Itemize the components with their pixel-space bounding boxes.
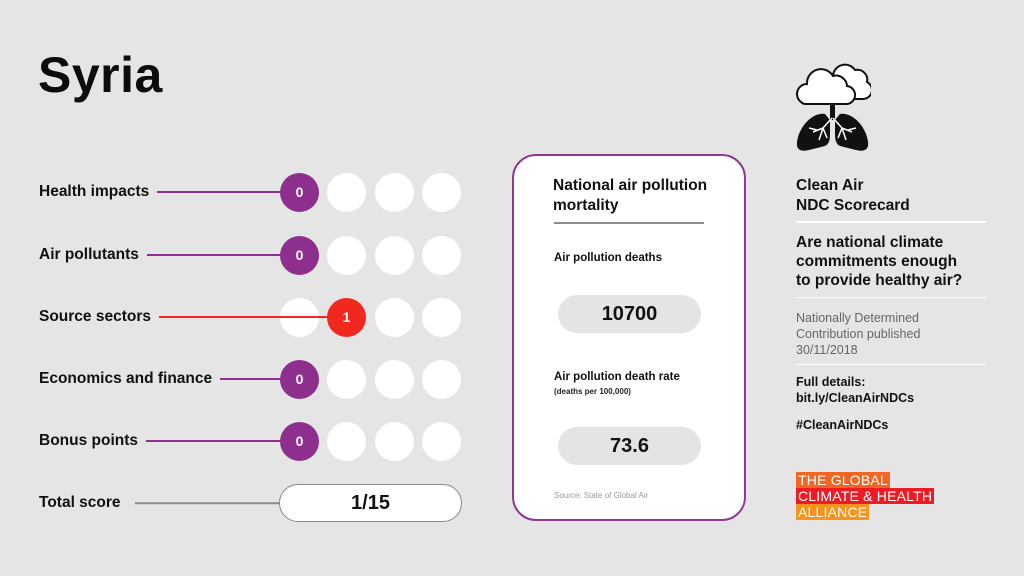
score-dot-active: 0	[280, 172, 319, 212]
death-rate-sublabel: (deaths per 100,000)	[554, 387, 631, 396]
details-label: Full details:	[796, 375, 866, 389]
death-rate-value: 73.6	[558, 427, 701, 465]
row-label: Bonus points	[39, 432, 139, 449]
row-label: Air pollutants	[39, 246, 139, 263]
score-dot-empty	[422, 297, 461, 337]
logo-line-3: ALLIANCE	[796, 504, 870, 520]
connector-line	[146, 440, 284, 442]
scorecard-title: Clean Air NDC Scorecard	[796, 176, 986, 216]
score-dot-empty	[375, 359, 414, 399]
title-line: NDC Scorecard	[796, 197, 910, 214]
deaths-label: Air pollution deaths	[554, 252, 662, 264]
score-dot-empty	[375, 172, 414, 212]
card-title: National air pollution mortality	[553, 177, 708, 214]
score-dot-empty	[327, 359, 366, 399]
score-row: Bonus points 0	[0, 421, 480, 461]
score-dot-active: 0	[280, 421, 319, 461]
details-link[interactable]: bit.ly/CleanAirNDCs	[796, 391, 915, 405]
deaths-value: 10700	[558, 295, 701, 333]
ndc-line: Contribution published	[796, 327, 921, 341]
score-row: Health impacts 0	[0, 172, 480, 212]
question-line: to provide healthy air?	[796, 272, 963, 289]
ndc-publication-info: Nationally Determined Contribution publi…	[796, 310, 986, 358]
score-dot-empty	[422, 235, 461, 275]
total-score-value: 1/15	[279, 484, 462, 522]
score-dot-empty	[375, 297, 414, 337]
headline-question: Are national climate commitments enough …	[796, 233, 986, 290]
connector-line	[146, 254, 284, 256]
score-dot-empty	[422, 359, 461, 399]
question-line: commitments enough	[796, 253, 958, 270]
score-dot-active: 0	[280, 235, 319, 275]
total-score-row: Total score 1/15	[0, 483, 480, 523]
score-dot-empty	[375, 421, 414, 461]
row-label: Economics and finance	[39, 370, 213, 387]
score-row: Economics and finance 0	[0, 359, 480, 399]
score-dot-empty	[327, 172, 366, 212]
score-dot-empty	[422, 172, 461, 212]
mortality-card: National air pollution mortality Air pol…	[512, 154, 746, 521]
country-title: Syria	[38, 47, 163, 103]
connector-line	[159, 316, 331, 318]
ndc-date: 30/11/2018	[796, 343, 858, 357]
row-label: Health impacts	[39, 183, 150, 200]
death-rate-label: Air pollution death rate	[554, 371, 680, 383]
score-dot-empty	[375, 235, 414, 275]
logo-line-2: CLIMATE & HEALTH	[796, 488, 935, 504]
full-details: Full details: bit.ly/CleanAirNDCs	[796, 374, 986, 406]
source-note: Source: State of Global Air	[554, 491, 649, 500]
total-score-label: Total score	[39, 494, 121, 511]
score-dot-empty	[327, 421, 366, 461]
score-row: Air pollutants 0	[0, 235, 480, 275]
connector-line	[135, 502, 280, 504]
connector-line	[157, 191, 284, 193]
divider	[796, 364, 986, 365]
lungs-cloud-icon	[795, 46, 873, 154]
row-label: Source sectors	[39, 308, 151, 325]
connector-line	[220, 378, 284, 380]
card-divider	[554, 222, 704, 224]
score-dot-empty	[327, 235, 366, 275]
hashtag: #CleanAirNDCs	[796, 418, 889, 432]
divider	[796, 297, 986, 298]
logo-line-1: THE GLOBAL	[796, 472, 890, 488]
score-dot-empty	[422, 421, 461, 461]
question-line: Are national climate	[796, 234, 944, 251]
score-dot-active: 1	[327, 297, 366, 337]
divider	[796, 221, 986, 223]
score-dot-active: 0	[280, 359, 319, 399]
score-row: Source sectors 1	[0, 297, 480, 337]
title-line: Clean Air	[796, 177, 864, 194]
ndc-line: Nationally Determined	[796, 311, 919, 325]
